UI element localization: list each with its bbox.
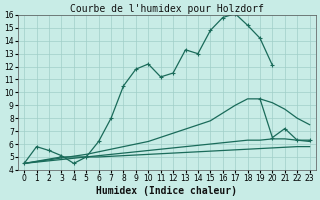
Title: Courbe de l'humidex pour Holzdorf: Courbe de l'humidex pour Holzdorf [70, 4, 264, 14]
X-axis label: Humidex (Indice chaleur): Humidex (Indice chaleur) [96, 186, 237, 196]
